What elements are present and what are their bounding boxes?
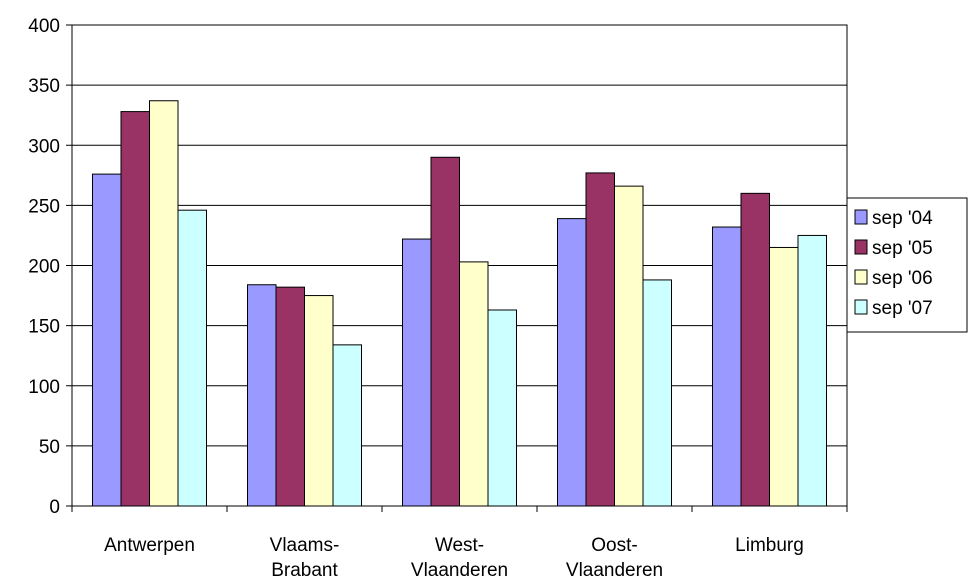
bar <box>332 344 362 507</box>
x-category-label: West- <box>435 535 484 556</box>
x-category-label: Limburg <box>735 535 804 556</box>
legend-swatch <box>854 299 868 315</box>
y-tick-label: 300 <box>28 136 60 157</box>
y-tick-label: 400 <box>28 16 60 37</box>
bar <box>120 111 150 507</box>
x-category-label: Brabant <box>271 560 338 580</box>
y-tick-label: 200 <box>28 257 60 278</box>
bar <box>712 226 742 507</box>
legend: sep '04 sep '05 sep '06 sep '07 <box>846 197 968 333</box>
bar <box>487 309 517 507</box>
bar <box>740 192 770 507</box>
bar <box>557 218 587 507</box>
bar <box>402 238 432 507</box>
bar <box>769 246 799 507</box>
bar <box>797 234 827 507</box>
bar <box>92 173 122 507</box>
bar <box>275 286 305 507</box>
y-axis-ticks: 0 50 100 150 200 250 300 350 400 <box>28 16 72 518</box>
y-tick-label: 0 <box>49 497 60 518</box>
bar <box>247 284 277 507</box>
y-tick-label: 350 <box>28 76 60 97</box>
bar <box>304 295 334 507</box>
x-category-label: Antwerpen <box>104 535 195 556</box>
y-tick-label: 250 <box>28 196 60 217</box>
bars <box>92 100 827 507</box>
legend-label: sep '07 <box>872 298 933 319</box>
legend-label: sep '06 <box>872 268 933 289</box>
legend-label: sep '05 <box>872 238 933 259</box>
legend-swatch <box>854 239 868 255</box>
legend-swatch <box>854 269 868 285</box>
bar <box>642 279 672 507</box>
x-category-label: Vlaanderen <box>411 560 508 580</box>
bar <box>149 100 179 507</box>
bar <box>459 261 489 507</box>
y-tick-label: 100 <box>28 377 60 398</box>
bar <box>614 185 644 507</box>
x-axis-category-labels: Antwerpen Vlaams- Brabant West- Vlaanderen Oo… <box>104 535 804 580</box>
x-category-label: Vlaams- <box>270 535 340 556</box>
bar <box>585 172 615 507</box>
x-category-label: Vlaanderen <box>566 560 663 580</box>
bar <box>430 156 460 507</box>
x-category-label: Oost- <box>591 535 637 556</box>
legend-swatch <box>854 209 868 225</box>
bar <box>177 209 207 507</box>
y-tick-label: 50 <box>39 437 60 458</box>
legend-label: sep '04 <box>872 208 933 229</box>
y-tick-label: 150 <box>28 317 60 338</box>
